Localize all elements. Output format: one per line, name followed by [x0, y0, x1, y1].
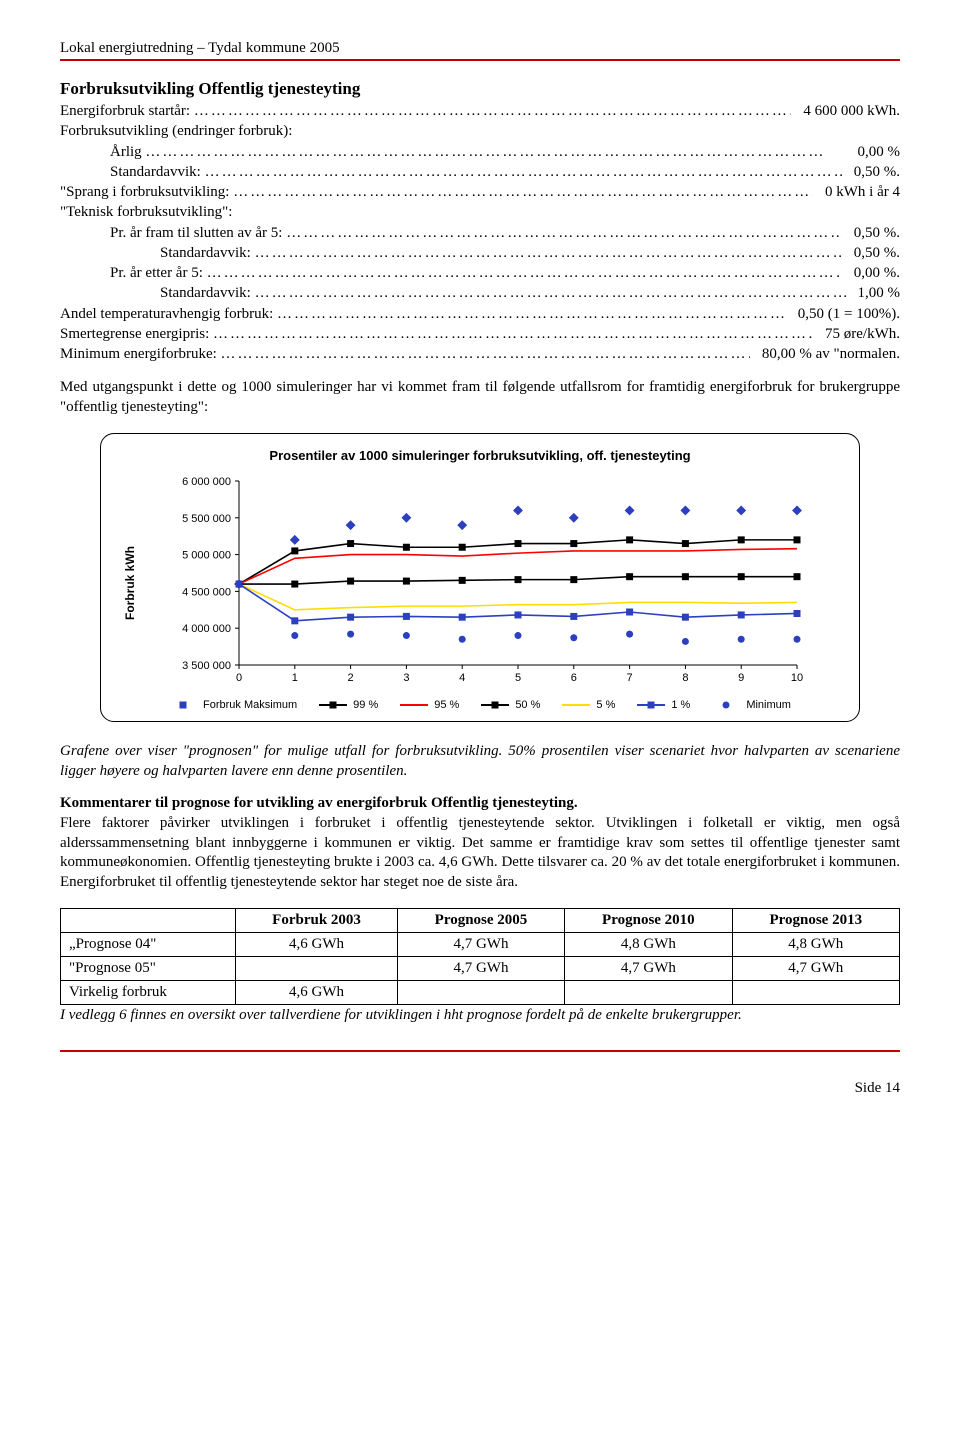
table-row: Virkelig forbruk4,6 GWh	[61, 981, 900, 1005]
page-header: Lokal energiutredning – Tydal kommune 20…	[60, 40, 900, 57]
parameter-row: Minimum energiforbruke: ……………………………………………	[60, 344, 900, 364]
comments-body: Flere faktorer påvirker utviklingen i fo…	[60, 814, 900, 892]
table-header: Prognose 2013	[732, 909, 899, 933]
svg-text:9: 9	[738, 672, 744, 684]
parameter-row: Årlig ……………………………………………………………………………………………	[60, 142, 900, 162]
svg-text:2: 2	[348, 672, 354, 684]
footer-rule	[60, 1050, 900, 1052]
legend-item: Forbruk Maksimum	[169, 699, 297, 711]
section-title: Forbruksutvikling Offentlig tjenesteytin…	[60, 79, 900, 99]
svg-text:6: 6	[571, 672, 577, 684]
parameter-row: "Sprang i forbruksutvikling: ………………………………	[60, 182, 900, 202]
table-row: „Prognose 04"4,6 GWh4,7 GWh4,8 GWh4,8 GW…	[61, 933, 900, 957]
svg-text:5 500 000: 5 500 000	[182, 513, 231, 525]
svg-text:10: 10	[791, 672, 803, 684]
comments-heading: Kommentarer til prognose for utvikling a…	[60, 795, 900, 812]
table-header: Forbruk 2003	[236, 909, 397, 933]
parameter-row: Andel temperaturavhengig forbruk: …………………	[60, 304, 900, 324]
chart-plot: 3 500 000 4 000 000 4 500 000 5 000 000 5 50…	[137, 473, 841, 693]
parameter-row: Standardavvik: ……………………………………………………………………	[60, 283, 900, 303]
parameter-row: Pr. år etter år 5: …………………………………………………………	[60, 263, 900, 283]
chart-caption: Grafene over viser "prognosen" for mulig…	[60, 742, 900, 781]
svg-text:4 500 000: 4 500 000	[182, 587, 231, 599]
parameter-row: Pr. år fram til slutten av år 5: ……………………	[60, 223, 900, 243]
parameter-row: "Teknisk forbruksutvikling":	[60, 202, 900, 222]
legend-item: 50 %	[481, 699, 540, 711]
svg-text:7: 7	[627, 672, 633, 684]
svg-text:1: 1	[292, 672, 298, 684]
chart-title: Prosentiler av 1000 simuleringer forbruk…	[119, 448, 841, 463]
legend-item: 99 %	[319, 699, 378, 711]
legend-item: 95 %	[400, 699, 459, 711]
page-footer: Side 14	[60, 1080, 900, 1097]
chart-legend: Forbruk Maksimum 99 % 95 % 50 % 5 % 1 % Minimu…	[119, 699, 841, 711]
chart-container: Prosentiler av 1000 simuleringer forbruk…	[100, 433, 860, 722]
parameter-row: Standardavvik: ……………………………………………………………………	[60, 162, 900, 182]
table-row: "Prognose 05"4,7 GWh4,7 GWh4,7 GWh	[61, 957, 900, 981]
parameter-row: Smertegrense energipris: …………………………………………	[60, 324, 900, 344]
svg-text:0: 0	[236, 672, 242, 684]
svg-text:4 000 000: 4 000 000	[182, 623, 231, 635]
table-header: Prognose 2010	[565, 909, 732, 933]
legend-item: Minimum	[712, 699, 791, 711]
parameter-list: Energiforbruk startår: ………………………………………………	[60, 101, 900, 364]
parameter-row: Forbruksutvikling (endringer forbruk):	[60, 121, 900, 141]
table-header: Prognose 2005	[397, 909, 564, 933]
svg-text:3: 3	[403, 672, 409, 684]
intro-paragraph: Med utgangspunkt i dette og 1000 simuler…	[60, 378, 900, 417]
legend-item: 5 %	[562, 699, 615, 711]
svg-text:8: 8	[682, 672, 688, 684]
parameter-row: Energiforbruk startår: ………………………………………………	[60, 101, 900, 121]
svg-text:6 000 000: 6 000 000	[182, 476, 231, 488]
prognosis-table: Forbruk 2003Prognose 2005Prognose 2010Pr…	[60, 908, 900, 1005]
svg-text:4: 4	[459, 672, 465, 684]
legend-item: 1 %	[637, 699, 690, 711]
svg-text:3 500 000: 3 500 000	[182, 660, 231, 672]
header-rule	[60, 59, 900, 61]
parameter-row: Standardavvik: ……………………………………………………………………	[60, 243, 900, 263]
svg-text:5: 5	[515, 672, 521, 684]
table-header	[61, 909, 236, 933]
chart-ylabel: Forbruk kWh	[119, 473, 137, 693]
table-caption: I vedlegg 6 finnes en oversikt over tall…	[60, 1007, 900, 1024]
svg-text:5 000 000: 5 000 000	[182, 550, 231, 562]
